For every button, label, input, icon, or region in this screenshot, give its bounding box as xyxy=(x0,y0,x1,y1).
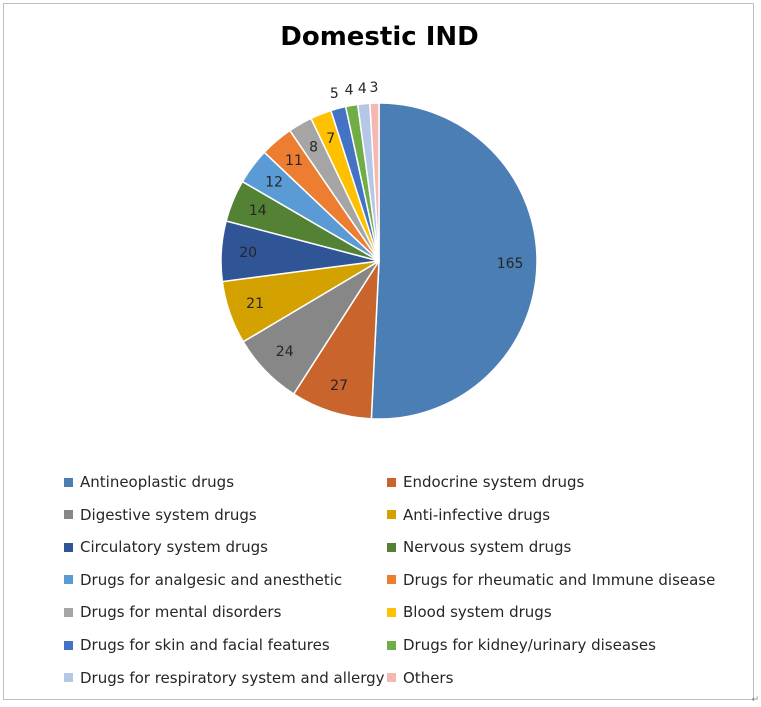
legend-swatch xyxy=(387,607,396,617)
data-label-nervous-system-drugs: 14 xyxy=(249,203,267,219)
chart-area: Domestic IND 165 27 24 21 20 14 12 11 8 7 5 4 4 3 Ant… xyxy=(3,3,754,700)
legend-swatch xyxy=(387,510,396,520)
legend-swatch xyxy=(64,542,73,552)
data-label-drugs-for-rheumatic-and-immune-disease: 11 xyxy=(285,153,303,169)
chart-title: Domestic IND xyxy=(280,22,479,52)
legend-item-circulatory-system-drugs: Circulatory system drugs xyxy=(64,537,268,557)
legend-item-others: Others xyxy=(387,668,453,688)
legend-item-nervous-system-drugs: Nervous system drugs xyxy=(387,537,571,557)
legend-label: Antineoplastic drugs xyxy=(80,473,235,491)
data-label-antineoplastic-drugs: 165 xyxy=(497,256,524,272)
legend-item-drugs-for-respiratory-system-and-allergy: Drugs for respiratory system and allergy xyxy=(64,668,385,688)
legend-swatch xyxy=(387,673,396,683)
legend-swatch xyxy=(64,477,73,487)
legend-label: Drugs for kidney/urinary diseases xyxy=(403,636,656,654)
legend-swatch xyxy=(387,477,396,487)
pie-slice-antineoplastic-drugs xyxy=(370,102,538,420)
data-label-drugs-for-mental-disorders: 8 xyxy=(309,139,318,155)
legend-item-drugs-for-skin-and-facial-features: Drugs for skin and facial features xyxy=(64,635,330,655)
data-label-blood-system-drugs: 7 xyxy=(326,131,335,147)
legend-swatch xyxy=(64,640,73,650)
legend-item-antineoplastic-drugs: Antineoplastic drugs xyxy=(64,472,234,492)
data-label-endocrine-system-drugs: 27 xyxy=(330,378,348,394)
data-label-anti-infective-drugs: 21 xyxy=(246,296,264,312)
data-label-circulatory-system-drugs: 20 xyxy=(239,245,257,261)
data-label-digestive-system-drugs: 24 xyxy=(276,344,294,360)
legend-swatch xyxy=(64,510,73,520)
data-label-others: 3 xyxy=(370,80,379,96)
legend-item-anti-infective-drugs: Anti-infective drugs xyxy=(387,505,550,525)
legend-item-drugs-for-kidney-urinary-diseases: Drugs for kidney/urinary diseases xyxy=(387,635,656,655)
legend-swatch xyxy=(64,575,73,585)
legend-item-digestive-system-drugs: Digestive system drugs xyxy=(64,505,257,525)
legend-swatch xyxy=(387,640,396,650)
return-mark: ↵ xyxy=(751,695,759,705)
legend-label: Nervous system drugs xyxy=(403,538,572,557)
legend-label: Blood system drugs xyxy=(403,603,552,622)
legend-label: Circulatory system drugs xyxy=(80,538,268,557)
data-label-drugs-for-kidney-urinary-diseases: 4 xyxy=(345,83,354,99)
legend-item-blood-system-drugs: Blood system drugs xyxy=(387,602,552,622)
legend-label: Drugs for respiratory system and allergy xyxy=(80,668,385,687)
legend-swatch xyxy=(387,575,396,585)
legend-label: Drugs for skin and facial features xyxy=(80,636,330,654)
legend-item-drugs-for-mental-disorders: Drugs for mental disorders xyxy=(64,602,281,622)
legend-label: Drugs for analgesic and anesthetic xyxy=(80,570,343,589)
legend-swatch xyxy=(64,673,73,683)
legend-item-drugs-for-rheumatic-and-immune-disease: Drugs for rheumatic and Immune disease xyxy=(387,570,715,590)
legend-label: Endocrine system drugs xyxy=(403,473,585,491)
data-label-drugs-for-analgesic-and-anesthetic: 12 xyxy=(265,174,283,190)
legend-label: Digestive system drugs xyxy=(80,505,257,524)
legend-label: Others xyxy=(403,668,454,687)
legend-label: Drugs for mental disorders xyxy=(80,603,282,622)
pie-slice-others xyxy=(369,102,380,262)
legend-swatch xyxy=(387,542,396,552)
legend-item-endocrine-system-drugs: Endocrine system drugs xyxy=(387,472,584,492)
legend-swatch xyxy=(64,607,73,617)
data-label-drugs-for-respiratory-system-and-allergy: 4 xyxy=(358,81,367,97)
legend-item-drugs-for-analgesic-and-anesthetic: Drugs for analgesic and anesthetic xyxy=(64,570,342,590)
legend-label: Drugs for rheumatic and Immune disease xyxy=(403,570,716,589)
legend-label: Anti-infective drugs xyxy=(403,505,551,524)
data-label-drugs-for-skin-and-facial-features: 5 xyxy=(330,86,339,102)
